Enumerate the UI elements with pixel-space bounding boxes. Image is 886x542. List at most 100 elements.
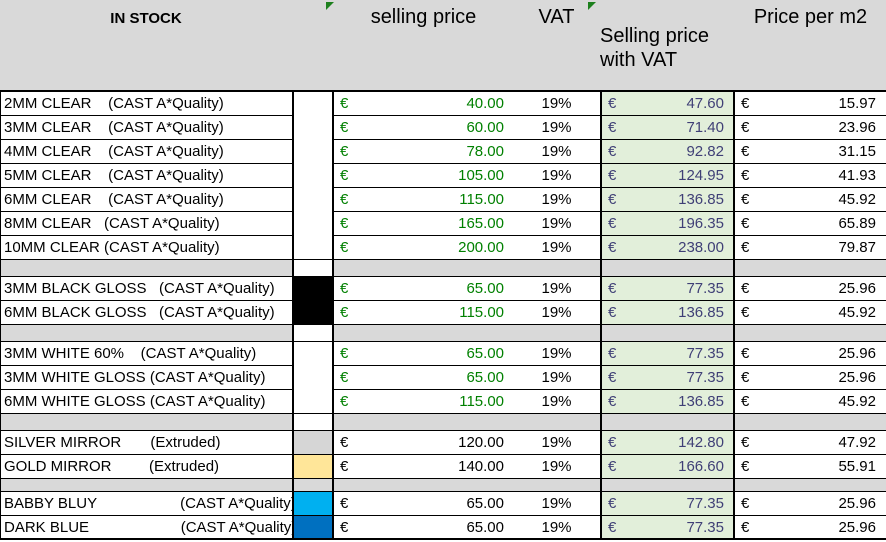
price-per-m2-cell[interactable]: € 41.93 [735,164,886,188]
color-swatch[interactable] [292,390,334,414]
color-swatch[interactable] [292,188,334,212]
price-with-vat-cell[interactable]: € 142.80 [600,431,735,455]
product-name-cell[interactable]: 8MM CLEAR (CAST A*Quality) [0,212,292,236]
vat-cell[interactable]: 19% [513,366,600,390]
price-with-vat-cell[interactable]: € 136.85 [600,188,735,212]
vat-cell[interactable]: 19% [513,164,600,188]
color-swatch[interactable] [292,431,334,455]
separator-name-cell[interactable] [0,414,292,431]
product-name-cell[interactable]: 6MM BLACK GLOSS (CAST A*Quality) [0,301,292,325]
vat-cell[interactable]: 19% [513,212,600,236]
color-swatch[interactable] [292,236,334,260]
product-name-cell[interactable]: SILVER MIRROR (Extruded) [0,431,292,455]
vat-cell[interactable]: 19% [513,342,600,366]
separator-swatch-cell[interactable] [292,414,334,431]
price-per-m2-cell[interactable]: € 25.96 [735,342,886,366]
vat-cell[interactable]: 19% [513,92,600,116]
color-swatch[interactable] [292,116,334,140]
selling-price-cell[interactable]: € 65.00 [334,277,513,301]
vat-cell[interactable]: 19% [513,516,600,540]
separator-m2-cell[interactable] [735,325,886,342]
product-name-cell[interactable]: GOLD MIRROR (Extruded) [0,455,292,479]
vat-cell[interactable]: 19% [513,431,600,455]
color-swatch[interactable] [292,516,334,540]
price-per-m2-cell[interactable]: € 45.92 [735,390,886,414]
separator-m2-cell[interactable] [735,414,886,431]
product-name-cell[interactable]: 2MM CLEAR (CAST A*Quality) [0,92,292,116]
selling-price-cell[interactable]: € 65.00 [334,342,513,366]
price-with-vat-cell[interactable]: € 77.35 [600,516,735,540]
color-swatch[interactable] [292,342,334,366]
separator-with-vat-cell[interactable] [600,479,735,492]
selling-price-cell[interactable]: € 40.00 [334,92,513,116]
separator-with-vat-cell[interactable] [600,260,735,277]
selling-price-cell[interactable]: € 115.00 [334,301,513,325]
vat-cell[interactable]: 19% [513,301,600,325]
vat-cell[interactable]: 19% [513,236,600,260]
vat-cell[interactable]: 19% [513,277,600,301]
selling-price-cell[interactable]: € 165.00 [334,212,513,236]
vat-cell[interactable]: 19% [513,140,600,164]
price-per-m2-cell[interactable]: € 25.96 [735,277,886,301]
product-name-cell[interactable]: 5MM CLEAR (CAST A*Quality) [0,164,292,188]
separator-swatch-cell[interactable] [292,260,334,277]
price-with-vat-cell[interactable]: € 77.35 [600,277,735,301]
separator-name-cell[interactable] [0,479,292,492]
vat-cell[interactable]: 19% [513,390,600,414]
price-per-m2-cell[interactable]: € 25.96 [735,366,886,390]
separator-price-cell[interactable] [334,414,513,431]
color-swatch[interactable] [292,301,334,325]
header-selling-price[interactable]: selling price [334,0,513,90]
price-with-vat-cell[interactable]: € 166.60 [600,455,735,479]
price-with-vat-cell[interactable]: € 136.85 [600,301,735,325]
selling-price-cell[interactable]: € 105.00 [334,164,513,188]
price-with-vat-cell[interactable]: € 238.00 [600,236,735,260]
header-price-per-m2[interactable]: Price per m2 [735,0,886,90]
vat-cell[interactable]: 19% [513,492,600,516]
price-per-m2-cell[interactable]: € 45.92 [735,301,886,325]
price-with-vat-cell[interactable]: € 77.35 [600,342,735,366]
color-swatch[interactable] [292,164,334,188]
separator-swatch-cell[interactable] [292,325,334,342]
product-name-cell[interactable]: 3MM BLACK GLOSS (CAST A*Quality) [0,277,292,301]
separator-with-vat-cell[interactable] [600,325,735,342]
product-name-cell[interactable]: 4MM CLEAR (CAST A*Quality) [0,140,292,164]
separator-price-cell[interactable] [334,260,513,277]
product-name-cell[interactable]: 6MM WHITE GLOSS (CAST A*Quality) [0,390,292,414]
vat-cell[interactable]: 19% [513,116,600,140]
selling-price-cell[interactable]: € 140.00 [334,455,513,479]
selling-price-cell[interactable]: € 65.00 [334,366,513,390]
color-swatch[interactable] [292,212,334,236]
selling-price-cell[interactable]: € 120.00 [334,431,513,455]
separator-m2-cell[interactable] [735,479,886,492]
product-name-cell[interactable]: 3MM CLEAR (CAST A*Quality) [0,116,292,140]
selling-price-cell[interactable]: € 65.00 [334,492,513,516]
price-with-vat-cell[interactable]: € 196.35 [600,212,735,236]
separator-vat-cell[interactable] [513,414,600,431]
color-swatch[interactable] [292,366,334,390]
price-with-vat-cell[interactable]: € 124.95 [600,164,735,188]
vat-cell[interactable]: 19% [513,188,600,212]
separator-vat-cell[interactable] [513,260,600,277]
product-name-cell[interactable]: DARK BLUE (CAST A*Quality) [0,516,292,540]
price-with-vat-cell[interactable]: € 77.35 [600,366,735,390]
separator-m2-cell[interactable] [735,260,886,277]
selling-price-cell[interactable]: € 78.00 [334,140,513,164]
separator-vat-cell[interactable] [513,325,600,342]
header-vat[interactable]: VAT [513,0,600,90]
selling-price-cell[interactable]: € 65.00 [334,516,513,540]
separator-name-cell[interactable] [0,325,292,342]
price-per-m2-cell[interactable]: € 23.96 [735,116,886,140]
separator-price-cell[interactable] [334,325,513,342]
color-swatch[interactable] [292,92,334,116]
separator-with-vat-cell[interactable] [600,414,735,431]
selling-price-cell[interactable]: € 115.00 [334,390,513,414]
header-in-stock[interactable]: IN STOCK [0,0,292,90]
color-swatch[interactable] [292,140,334,164]
price-with-vat-cell[interactable]: € 71.40 [600,116,735,140]
separator-vat-cell[interactable] [513,479,600,492]
separator-swatch-cell[interactable] [292,479,334,492]
price-per-m2-cell[interactable]: € 65.89 [735,212,886,236]
selling-price-cell[interactable]: € 200.00 [334,236,513,260]
separator-name-cell[interactable] [0,260,292,277]
